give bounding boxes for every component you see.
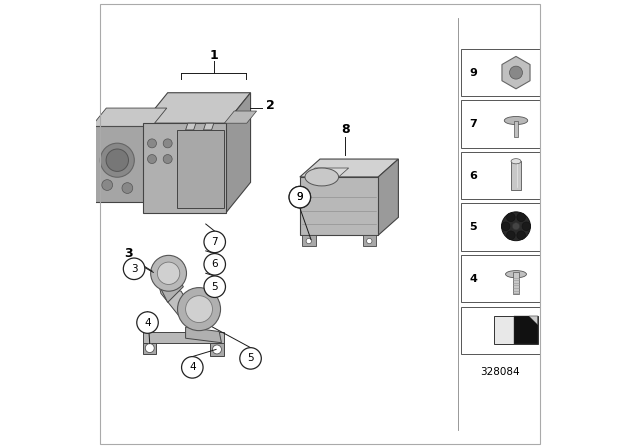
Circle shape	[137, 312, 158, 333]
Bar	[514, 121, 518, 137]
Polygon shape	[210, 343, 224, 356]
Circle shape	[163, 155, 172, 164]
Text: 3: 3	[131, 264, 138, 274]
Circle shape	[157, 262, 180, 284]
Ellipse shape	[504, 116, 528, 125]
Circle shape	[163, 139, 172, 148]
Bar	[514, 316, 538, 345]
Polygon shape	[226, 93, 251, 213]
Circle shape	[517, 213, 525, 222]
Circle shape	[506, 213, 515, 222]
Circle shape	[106, 149, 129, 172]
Text: 4: 4	[144, 318, 151, 327]
Text: 6: 6	[469, 171, 477, 181]
Circle shape	[306, 238, 312, 244]
Ellipse shape	[506, 271, 527, 278]
Bar	[461, 203, 540, 251]
Text: 8: 8	[340, 123, 349, 137]
Polygon shape	[186, 327, 221, 343]
Circle shape	[502, 212, 531, 241]
Circle shape	[367, 238, 372, 244]
Bar	[513, 272, 518, 294]
Text: 3: 3	[124, 246, 132, 260]
Text: 5: 5	[247, 353, 254, 363]
Circle shape	[517, 231, 525, 240]
Bar	[511, 161, 521, 190]
Circle shape	[124, 258, 145, 280]
Bar	[461, 152, 540, 199]
Text: 4: 4	[469, 274, 477, 284]
Polygon shape	[92, 126, 152, 202]
Circle shape	[148, 139, 157, 148]
Polygon shape	[92, 108, 167, 126]
Text: 7: 7	[211, 237, 218, 247]
Bar	[495, 316, 538, 345]
Ellipse shape	[511, 159, 521, 164]
Circle shape	[506, 231, 515, 240]
Circle shape	[150, 255, 186, 291]
Circle shape	[522, 222, 531, 231]
Circle shape	[204, 276, 225, 297]
Polygon shape	[186, 123, 196, 130]
Circle shape	[100, 143, 134, 177]
Bar	[461, 255, 540, 302]
Text: 328084: 328084	[481, 367, 520, 377]
Text: 9: 9	[296, 192, 303, 202]
Polygon shape	[305, 168, 349, 177]
Bar	[461, 306, 540, 354]
Text: 6: 6	[211, 259, 218, 269]
Circle shape	[186, 296, 212, 323]
Circle shape	[509, 66, 522, 79]
Circle shape	[289, 186, 310, 208]
Polygon shape	[225, 111, 257, 123]
Polygon shape	[143, 93, 251, 123]
Polygon shape	[143, 343, 157, 354]
Text: 7: 7	[469, 119, 477, 129]
Polygon shape	[300, 159, 398, 177]
Circle shape	[204, 231, 225, 253]
Circle shape	[204, 254, 225, 275]
Bar	[143, 123, 226, 213]
Circle shape	[148, 155, 157, 164]
Polygon shape	[177, 130, 224, 208]
Polygon shape	[502, 56, 530, 89]
Polygon shape	[143, 332, 224, 343]
Text: 2: 2	[266, 99, 275, 112]
Polygon shape	[159, 284, 195, 316]
Polygon shape	[302, 235, 316, 246]
Text: 9: 9	[469, 68, 477, 78]
Circle shape	[182, 357, 203, 378]
Ellipse shape	[305, 168, 339, 186]
Circle shape	[513, 223, 520, 230]
Polygon shape	[204, 123, 214, 130]
Text: 1: 1	[209, 49, 218, 62]
Circle shape	[102, 180, 113, 190]
Circle shape	[145, 344, 154, 353]
Circle shape	[240, 348, 261, 369]
Polygon shape	[529, 316, 538, 324]
Bar	[461, 49, 540, 96]
Text: 5: 5	[469, 222, 477, 232]
Circle shape	[289, 186, 310, 208]
Text: 4: 4	[189, 362, 196, 372]
Bar	[300, 177, 378, 235]
Polygon shape	[378, 159, 398, 235]
Text: 9: 9	[296, 192, 303, 202]
Circle shape	[122, 183, 132, 194]
Circle shape	[501, 222, 510, 231]
Bar	[461, 100, 540, 148]
Circle shape	[177, 288, 221, 331]
Text: 5: 5	[211, 282, 218, 292]
Circle shape	[212, 345, 221, 354]
Polygon shape	[362, 235, 376, 246]
Polygon shape	[152, 260, 184, 302]
